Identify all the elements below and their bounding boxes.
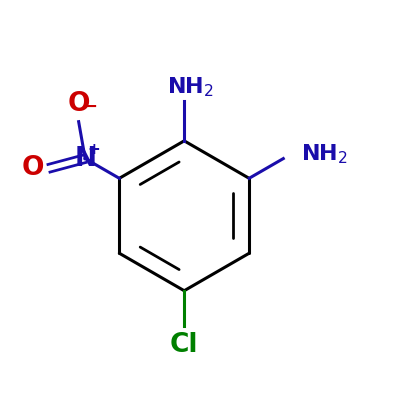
Text: +: + (88, 142, 100, 158)
Text: NH$_2$: NH$_2$ (167, 76, 214, 100)
Text: −: − (82, 98, 97, 116)
Text: O: O (68, 91, 90, 117)
Text: NH$_2$: NH$_2$ (301, 143, 348, 166)
Text: Cl: Cl (170, 332, 198, 358)
Text: N: N (74, 146, 96, 172)
Text: O: O (22, 155, 44, 181)
